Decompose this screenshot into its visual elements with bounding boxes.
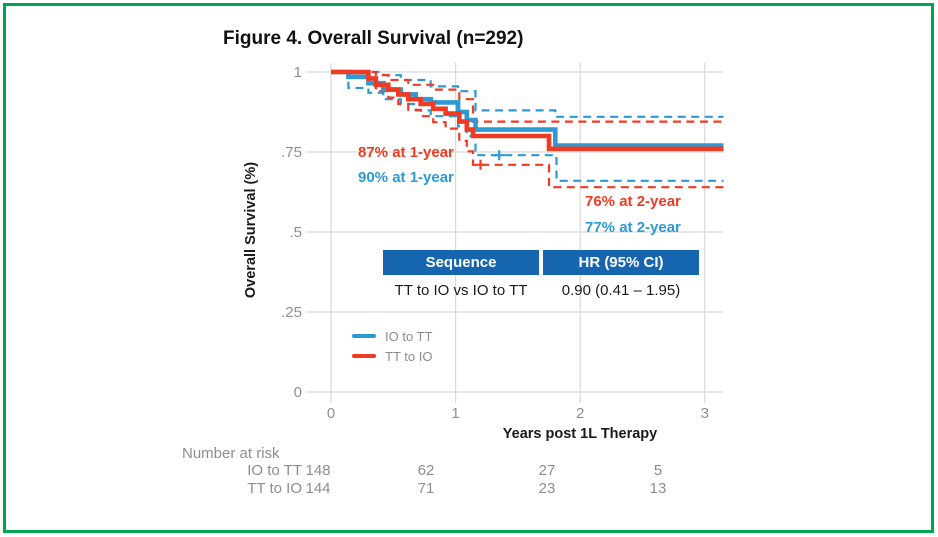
legend-label-tt-to-io: TT to IO [385, 348, 433, 364]
risk-count: 23 [538, 480, 556, 497]
legend-swatch-blue [352, 333, 376, 339]
annotation-red-1yr: 87% at 1-year [358, 144, 454, 161]
km-plot-area: 0 1 2 3 0 .25 .5 .75 1 [281, 63, 724, 420]
risk-table-title: Number at risk [182, 445, 280, 462]
svg-text:0: 0 [327, 405, 335, 420]
svg-text:1: 1 [294, 64, 302, 81]
risk-row-label: TT to IO [247, 480, 302, 497]
hazard-ratio-table: Sequence HR (95% CI) TT to IO vs IO to T… [383, 250, 699, 299]
legend-item-io-to-tt: IO to TT [352, 326, 432, 346]
risk-count: 148 [305, 462, 331, 479]
risk-count: 13 [649, 480, 667, 497]
svg-text:0: 0 [294, 384, 302, 401]
hazard-ratio-table-header: Sequence HR (95% CI) [383, 250, 699, 275]
svg-text:1: 1 [451, 405, 459, 420]
svg-text:.75: .75 [281, 144, 302, 161]
legend-label-io-to-tt: IO to TT [385, 328, 433, 344]
risk-count: 27 [538, 462, 556, 479]
chart-title: Figure 4. Overall Survival (n=292) [223, 28, 524, 49]
risk-row-tt-to-io: TT to IO 144 71 23 13 [0, 480, 938, 497]
svg-text:.25: .25 [281, 304, 302, 321]
risk-count: 144 [305, 480, 331, 497]
hr-header-hr-ci: HR (95% CI) [543, 250, 699, 275]
risk-row-label: IO to TT [247, 462, 302, 479]
svg-text:2: 2 [576, 405, 584, 420]
legend: IO to TT TT to IO [352, 326, 432, 366]
risk-count: 62 [417, 462, 435, 479]
risk-row-io-to-tt: IO to TT 148 62 27 5 [0, 462, 938, 479]
annotation-blue-2yr: 77% at 2-year [585, 219, 681, 236]
legend-swatch-red [352, 353, 376, 359]
svg-text:.5: .5 [289, 224, 302, 241]
annotation-red-2yr: 76% at 2-year [585, 193, 681, 210]
annotation-blue-1yr: 90% at 1-year [358, 169, 454, 186]
risk-count: 71 [417, 480, 435, 497]
hazard-ratio-table-row: TT to IO vs IO to TT 0.90 (0.41 – 1.95) [383, 282, 699, 299]
svg-text:3: 3 [701, 405, 709, 420]
hr-row-sequence: TT to IO vs IO to TT [394, 282, 528, 299]
x-axis-label: Years post 1L Therapy [502, 426, 658, 442]
hr-row-value: 0.90 (0.41 – 1.95) [561, 282, 681, 299]
legend-item-tt-to-io: TT to IO [352, 346, 432, 366]
risk-count: 5 [653, 462, 663, 479]
hr-header-sequence: Sequence [383, 250, 539, 275]
